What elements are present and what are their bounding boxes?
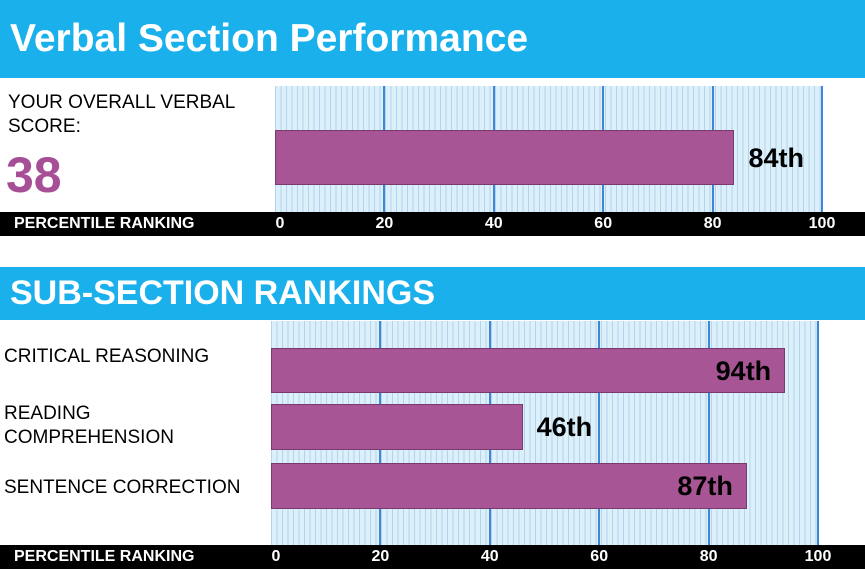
bar — [271, 348, 786, 393]
gridline — [707, 321, 710, 545]
bar-value-label: 87th — [677, 471, 733, 501]
bar — [275, 130, 735, 185]
category-label-critical-reasoning: CRITICAL REASONING — [4, 346, 210, 367]
tick-label: 40 — [480, 548, 499, 565]
overall-score-label: YOUR OVERALL VERBAL SCORE: — [8, 92, 235, 137]
tick-label: 80 — [703, 215, 722, 232]
bar-value-label: 46th — [536, 412, 593, 442]
subsection-percentile-axis: PERCENTILE RANKING 0 20 40 60 80 100 — [0, 545, 865, 569]
bar-value-label: 94th — [715, 355, 772, 386]
tick-label: 20 — [375, 215, 394, 232]
axis-title: PERCENTILE RANKING — [14, 215, 195, 232]
bar — [271, 463, 747, 509]
tick-label: 60 — [594, 215, 613, 232]
gridline — [817, 321, 819, 545]
subsection-percentile-plot: 94th 46th 87th — [271, 321, 819, 545]
tick-label: 0 — [275, 215, 285, 232]
tick-label: 0 — [271, 548, 281, 565]
tick-label: 100 — [804, 548, 832, 565]
subsection-rankings-banner: SUB-SECTION RANKINGS — [0, 267, 865, 320]
tick-label: 100 — [808, 215, 836, 232]
category-label-sentence-correction: SENTENCE CORRECTION — [4, 477, 241, 498]
gridline — [598, 321, 601, 545]
tick-label: 40 — [484, 215, 503, 232]
section-title-banner: Verbal Section Performance — [0, 0, 865, 78]
bar-value-label: 84th — [748, 142, 804, 173]
overall-percentile-plot: 84th — [275, 86, 823, 212]
overall-percentile-axis: PERCENTILE RANKING 0 20 40 60 80 100 — [0, 212, 865, 236]
category-label-reading-comprehension: READING COMPREHENSION — [4, 403, 174, 448]
axis-title: PERCENTILE RANKING — [14, 548, 195, 565]
overall-score-value: 38 — [6, 147, 62, 203]
tick-label: 20 — [371, 548, 390, 565]
tick-label: 60 — [590, 548, 609, 565]
tick-label: 80 — [699, 548, 718, 565]
bar — [271, 404, 523, 450]
gridline — [821, 86, 823, 212]
